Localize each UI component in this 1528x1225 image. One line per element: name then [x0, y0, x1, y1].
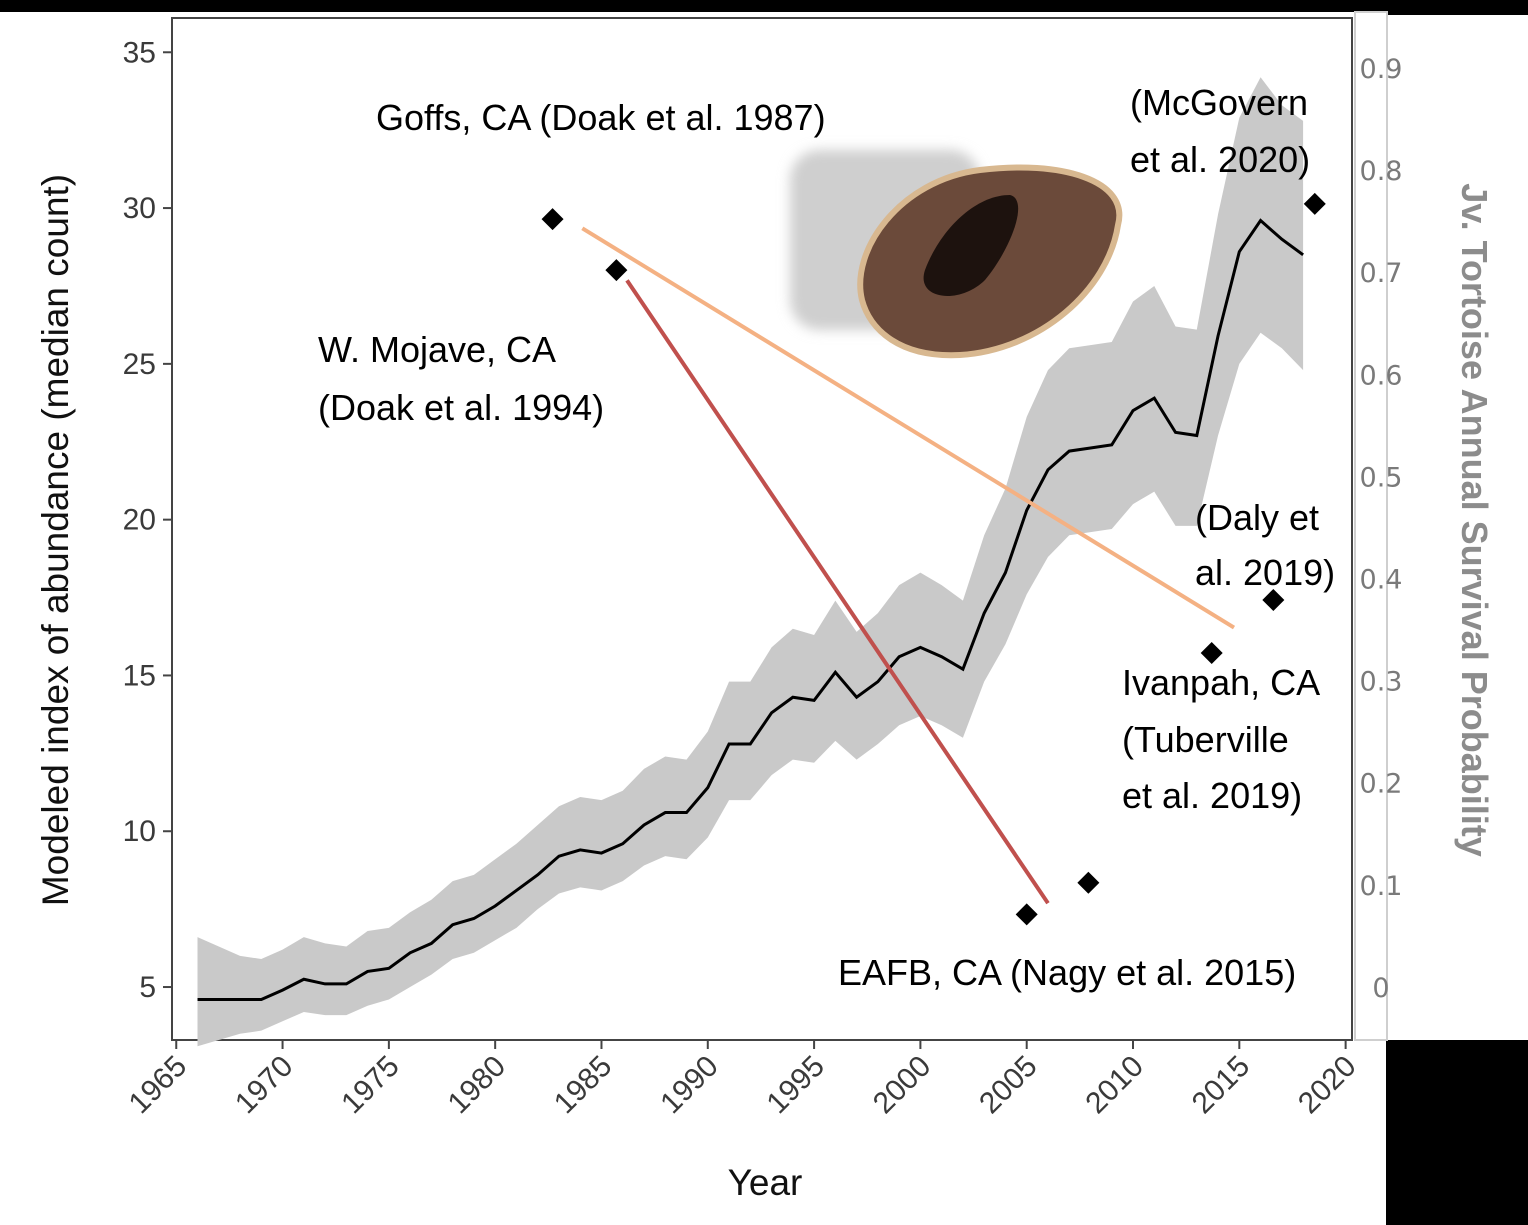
trend-line	[625, 279, 1050, 905]
y2-tick-label: 0.7	[1360, 258, 1403, 289]
y2-axis-title: Jv. Tortoise Annual Survival Probability	[1454, 183, 1495, 857]
y-tick-label: 5	[139, 971, 156, 1004]
y-axis-title: Modeled index of abundance (median count…	[35, 174, 76, 906]
y2-tick-label: 0.6	[1360, 360, 1403, 391]
y2-tick-label: 0	[1372, 973, 1389, 1004]
y2-tick-label: 0.4	[1360, 565, 1403, 596]
annotation: (Daly et	[1195, 497, 1319, 538]
annotation: et al. 2019)	[1122, 775, 1302, 816]
tortoise-image	[790, 150, 1123, 359]
y2-tick-label: 0.5	[1360, 462, 1403, 493]
annotation: W. Mojave, CA	[318, 329, 556, 370]
background-right	[1386, 15, 1528, 1040]
x-axis-title: Year	[728, 1162, 803, 1203]
survival-point	[1015, 903, 1038, 926]
survival-point	[1200, 642, 1223, 665]
annotation: Goffs, CA (Doak et al. 1987)	[376, 97, 826, 138]
y-tick-label: 25	[123, 348, 156, 381]
y-tick-label: 35	[123, 36, 156, 69]
survival-point	[1077, 871, 1100, 894]
y2-tick-label: 0.3	[1360, 667, 1403, 698]
survival-point	[1303, 192, 1326, 215]
plot-frame	[171, 17, 1353, 1041]
y2-tick-label: 0.2	[1360, 769, 1403, 800]
annotation: al. 2019)	[1195, 552, 1335, 593]
annotation: EAFB, CA (Nagy et al. 2015)	[838, 952, 1296, 993]
y-tick-label: 30	[123, 192, 156, 225]
annotation: Ivanpah, CA	[1122, 662, 1320, 703]
y2-tick-label: 0.1	[1360, 871, 1403, 902]
tortoise-shell-dark	[923, 195, 1019, 297]
y-tick-label: 10	[123, 815, 156, 848]
y2-tick-label: 0.8	[1360, 156, 1403, 187]
annotation: (McGovern	[1130, 82, 1308, 123]
survival-point	[1262, 588, 1285, 611]
y2-panel	[1354, 11, 1388, 1041]
survival-point	[605, 259, 628, 282]
annotation: (Doak et al. 1994)	[318, 387, 604, 428]
trend-line	[581, 226, 1236, 630]
survival-point	[541, 208, 564, 231]
y2-tick-label: 0.9	[1360, 54, 1403, 85]
annotation: et al. 2020)	[1130, 139, 1310, 180]
annotation: (Tuberville	[1122, 719, 1289, 760]
y-tick-label: 20	[123, 504, 156, 537]
y-tick-label: 15	[123, 659, 156, 692]
confidence-band	[197, 77, 1304, 1047]
median-line	[197, 218, 1304, 1001]
